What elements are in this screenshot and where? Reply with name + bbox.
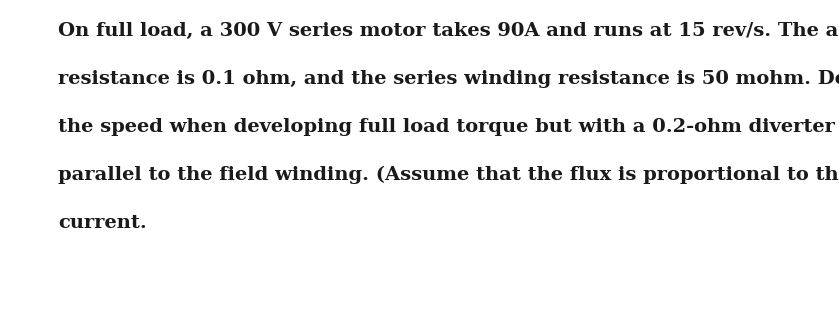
Text: parallel to the field winding. (Assume that the flux is proportional to the fiel: parallel to the field winding. (Assume t… (58, 166, 839, 184)
Text: the speed when developing full load torque but with a 0.2-ohm diverter: the speed when developing full load torq… (58, 118, 835, 136)
Text: current.: current. (58, 214, 147, 232)
Text: resistance is 0.1 ohm, and the series winding resistance is 50 mohm. Determine: resistance is 0.1 ohm, and the series wi… (58, 70, 839, 88)
Text: On full load, a 300 V series motor takes 90A and runs at 15 rev/s. The armature: On full load, a 300 V series motor takes… (58, 22, 839, 40)
